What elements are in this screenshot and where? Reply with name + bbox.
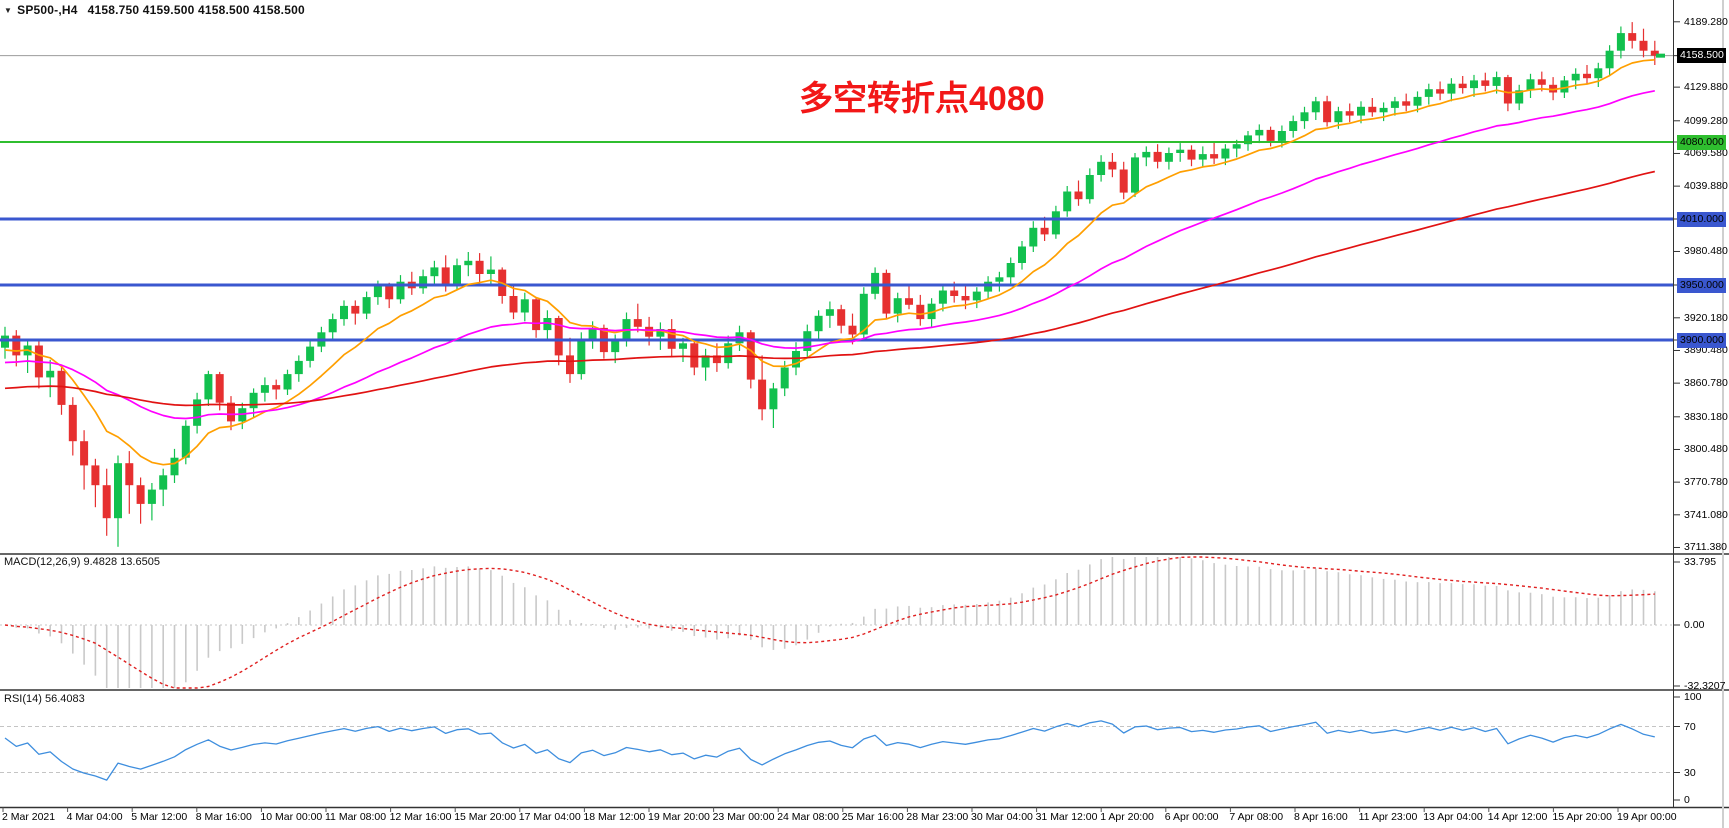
price-level-badge: 4080.000 (1677, 134, 1726, 150)
rsi-axis-label: 70 (1684, 720, 1696, 733)
price-axis-label: 3830.180 (1684, 410, 1728, 423)
time-axis-label: 7 Apr 08:00 (1229, 811, 1284, 823)
rsi-name: RSI(14) (4, 693, 42, 705)
current-price-badge: 4158.500 (1677, 48, 1726, 64)
axis-ticks (2, 21, 1680, 812)
time-axis-label: 15 Apr 20:00 (1552, 811, 1612, 823)
time-axis-label: 24 Mar 08:00 (777, 811, 840, 823)
current-price-marker (1656, 53, 1665, 58)
price-axis-label: 3770.780 (1684, 476, 1728, 489)
macd-axis-label: -32.3207 (1684, 680, 1726, 692)
time-axis-label: 8 Apr 16:00 (1294, 811, 1348, 823)
moving-averages-layer (4, 58, 1655, 466)
price-level-badge: 4010.000 (1677, 211, 1726, 227)
time-axis-label: 23 Mar 00:00 (712, 811, 775, 823)
rsi-label: RSI(14) 56.4083 (4, 693, 85, 705)
time-axis-label: 11 Mar 08:00 (325, 811, 387, 823)
time-axis-label: 6 Apr 00:00 (1164, 811, 1219, 823)
time-axis-label: 1 Apr 20:00 (1100, 811, 1154, 823)
time-axis-label: 2 Mar 2021 (2, 811, 56, 823)
price-level-badge: 3950.000 (1677, 277, 1726, 293)
price-axis-label: 3980.480 (1684, 245, 1728, 258)
time-axis-label: 19 Mar 20:00 (648, 811, 710, 823)
time-axis-label: 12 Mar 16:00 (389, 811, 452, 823)
time-axis-label: 17 Mar 04:00 (518, 811, 581, 823)
rsi-layer (0, 720, 1673, 781)
time-axis-label: 30 Mar 04:00 (971, 811, 1033, 823)
price-axis-label: 4099.280 (1684, 114, 1728, 127)
price-axis-label: 3800.480 (1684, 443, 1728, 456)
time-axis-label: 11 Apr 23:00 (1358, 811, 1418, 823)
time-axis-label: 31 Mar 12:00 (1035, 811, 1098, 823)
time-axis-label: 14 Apr 12:00 (1487, 811, 1548, 823)
rsi-values: 56.4083 (44, 693, 85, 705)
price-level-badge: 3900.000 (1677, 332, 1726, 348)
time-axis-label: 10 Mar 00:00 (260, 811, 323, 823)
rsi-axis-label: 30 (1684, 766, 1696, 779)
price-axis-label: 4069.580 (1684, 147, 1728, 160)
time-axis-label: 15 Mar 20:00 (454, 811, 517, 823)
macd-axis-label: 33.795 (1684, 556, 1717, 568)
time-axis-label: 4 Mar 04:00 (66, 811, 123, 823)
time-axis-label: 8 Mar 16:00 (195, 811, 252, 823)
macd-axis-label: 0.00 (1684, 619, 1705, 631)
chart-header: ▼ SP500-,H4 4158.750 4159.500 4158.500 415… (4, 3, 305, 17)
rsi-axis-label: 100 (1684, 691, 1702, 703)
price-axis-label: 4189.280 (1684, 15, 1728, 28)
time-axis-label: 28 Mar 23:00 (906, 811, 969, 823)
time-axis-label: 13 Apr 04:00 (1423, 811, 1483, 823)
price-axis-label: 3711.380 (1684, 541, 1728, 554)
symbol-label: SP500-,H4 (17, 3, 78, 17)
rsi-panel[interactable] (0, 691, 1673, 807)
annotation-text: 多空转折点4080 (799, 80, 1045, 118)
price-axis-label: 3920.180 (1684, 311, 1728, 324)
time-axis[interactable]: 2 Mar 2021 4 Mar 04:00 5 Mar 12:00 8 Mar 16… (0, 808, 1677, 828)
macd-values: 9.4828 13.6505 (83, 556, 160, 568)
horizontal-level-lines (0, 141, 1673, 342)
chevron-down-icon[interactable]: ▼ (4, 6, 13, 15)
price-axis-label: 4039.880 (1684, 180, 1728, 193)
time-axis-label: 19 Apr 00:00 (1617, 811, 1677, 823)
price-axis[interactable]: 4189.280 4129.880 4099.280 4069.580 4039.880… (1673, 0, 1729, 808)
price-axis-label: 3860.780 (1684, 377, 1728, 390)
macd-label: MACD(12,26,9) 9.4828 13.6505 (4, 556, 160, 568)
macd-panel[interactable] (0, 555, 1673, 689)
price-axis-label: 3741.080 (1684, 508, 1728, 521)
time-axis-label: 25 Mar 16:00 (841, 811, 904, 823)
rsi-axis-label: 0 (1684, 794, 1690, 806)
macd-name: MACD(12,26,9) (4, 556, 81, 568)
time-axis-label: 18 Mar 12:00 (583, 811, 646, 823)
time-axis-label: 5 Mar 12:00 (131, 811, 188, 823)
macd-layer (0, 556, 1673, 689)
price-axis-label: 4129.880 (1684, 81, 1728, 94)
ohlc-values: 4158.750 4159.500 4158.500 4158.500 (87, 3, 305, 17)
